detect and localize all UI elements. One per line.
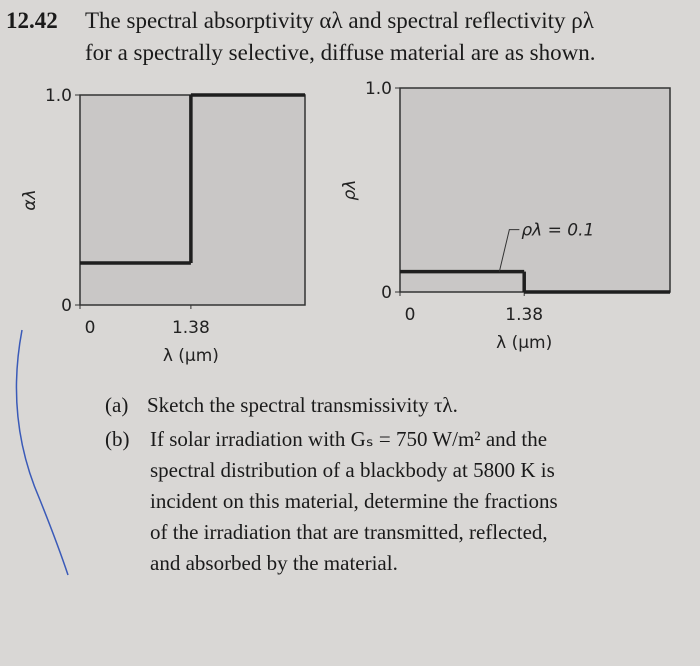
part-text: incident on this material, determine the… bbox=[150, 489, 558, 513]
part-text: and absorbed by the material. bbox=[150, 551, 398, 575]
x-tick-label: 0 bbox=[85, 318, 96, 338]
pen-line bbox=[15, 329, 69, 576]
part-label: (a) bbox=[105, 393, 128, 417]
part-text: spectral distribution of a blackbody at … bbox=[150, 458, 555, 482]
x-tick-label: 0 bbox=[405, 305, 416, 325]
y-tick-label: 1.0 bbox=[45, 86, 72, 106]
x-axis-label: λ (μm) bbox=[496, 333, 552, 353]
part-label: (b) bbox=[105, 427, 130, 451]
plot-area bbox=[399, 87, 671, 293]
part-text: Sketch the spectral transmissivity τλ. bbox=[147, 393, 458, 417]
y-tick-label: 1.0 bbox=[365, 79, 392, 99]
x-axis-label: λ (μm) bbox=[163, 346, 219, 366]
problem-number: 12.42 bbox=[6, 8, 58, 33]
part-text: of the irradiation that are transmitted,… bbox=[150, 520, 548, 544]
x-tick-label: 1.38 bbox=[505, 305, 543, 325]
annotation: ρλ = 0.1 bbox=[521, 221, 594, 241]
annotation-leader bbox=[498, 229, 520, 272]
intro: The spectral absorptivity αλ and spectra… bbox=[85, 8, 595, 33]
y-tick-label: 0 bbox=[61, 296, 72, 316]
intro: for a spectrally selective, diffuse mate… bbox=[85, 40, 595, 65]
y-axis-label: αλ bbox=[20, 189, 40, 210]
y-axis-label: ρλ bbox=[340, 180, 360, 201]
part-text: If solar irradiation with Gₛ = 750 W/m² … bbox=[150, 427, 547, 451]
y-tick-label: 0 bbox=[381, 283, 392, 303]
x-tick-label: 1.38 bbox=[172, 318, 210, 338]
